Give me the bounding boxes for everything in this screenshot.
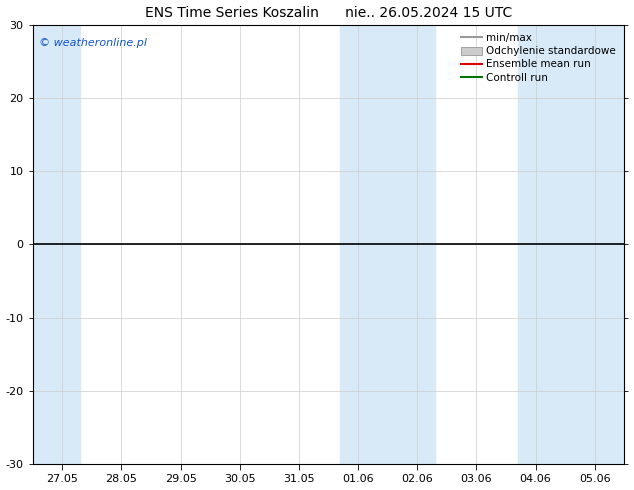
Bar xyxy=(340,25,435,464)
Bar xyxy=(33,25,80,464)
Bar xyxy=(518,25,624,464)
Title: ENS Time Series Koszalin      nie.. 26.05.2024 15 UTC: ENS Time Series Koszalin nie.. 26.05.202… xyxy=(145,5,512,20)
Text: © weatheronline.pl: © weatheronline.pl xyxy=(39,38,146,48)
Legend: min/max, Odchylenie standardowe, Ensemble mean run, Controll run: min/max, Odchylenie standardowe, Ensembl… xyxy=(458,30,619,86)
